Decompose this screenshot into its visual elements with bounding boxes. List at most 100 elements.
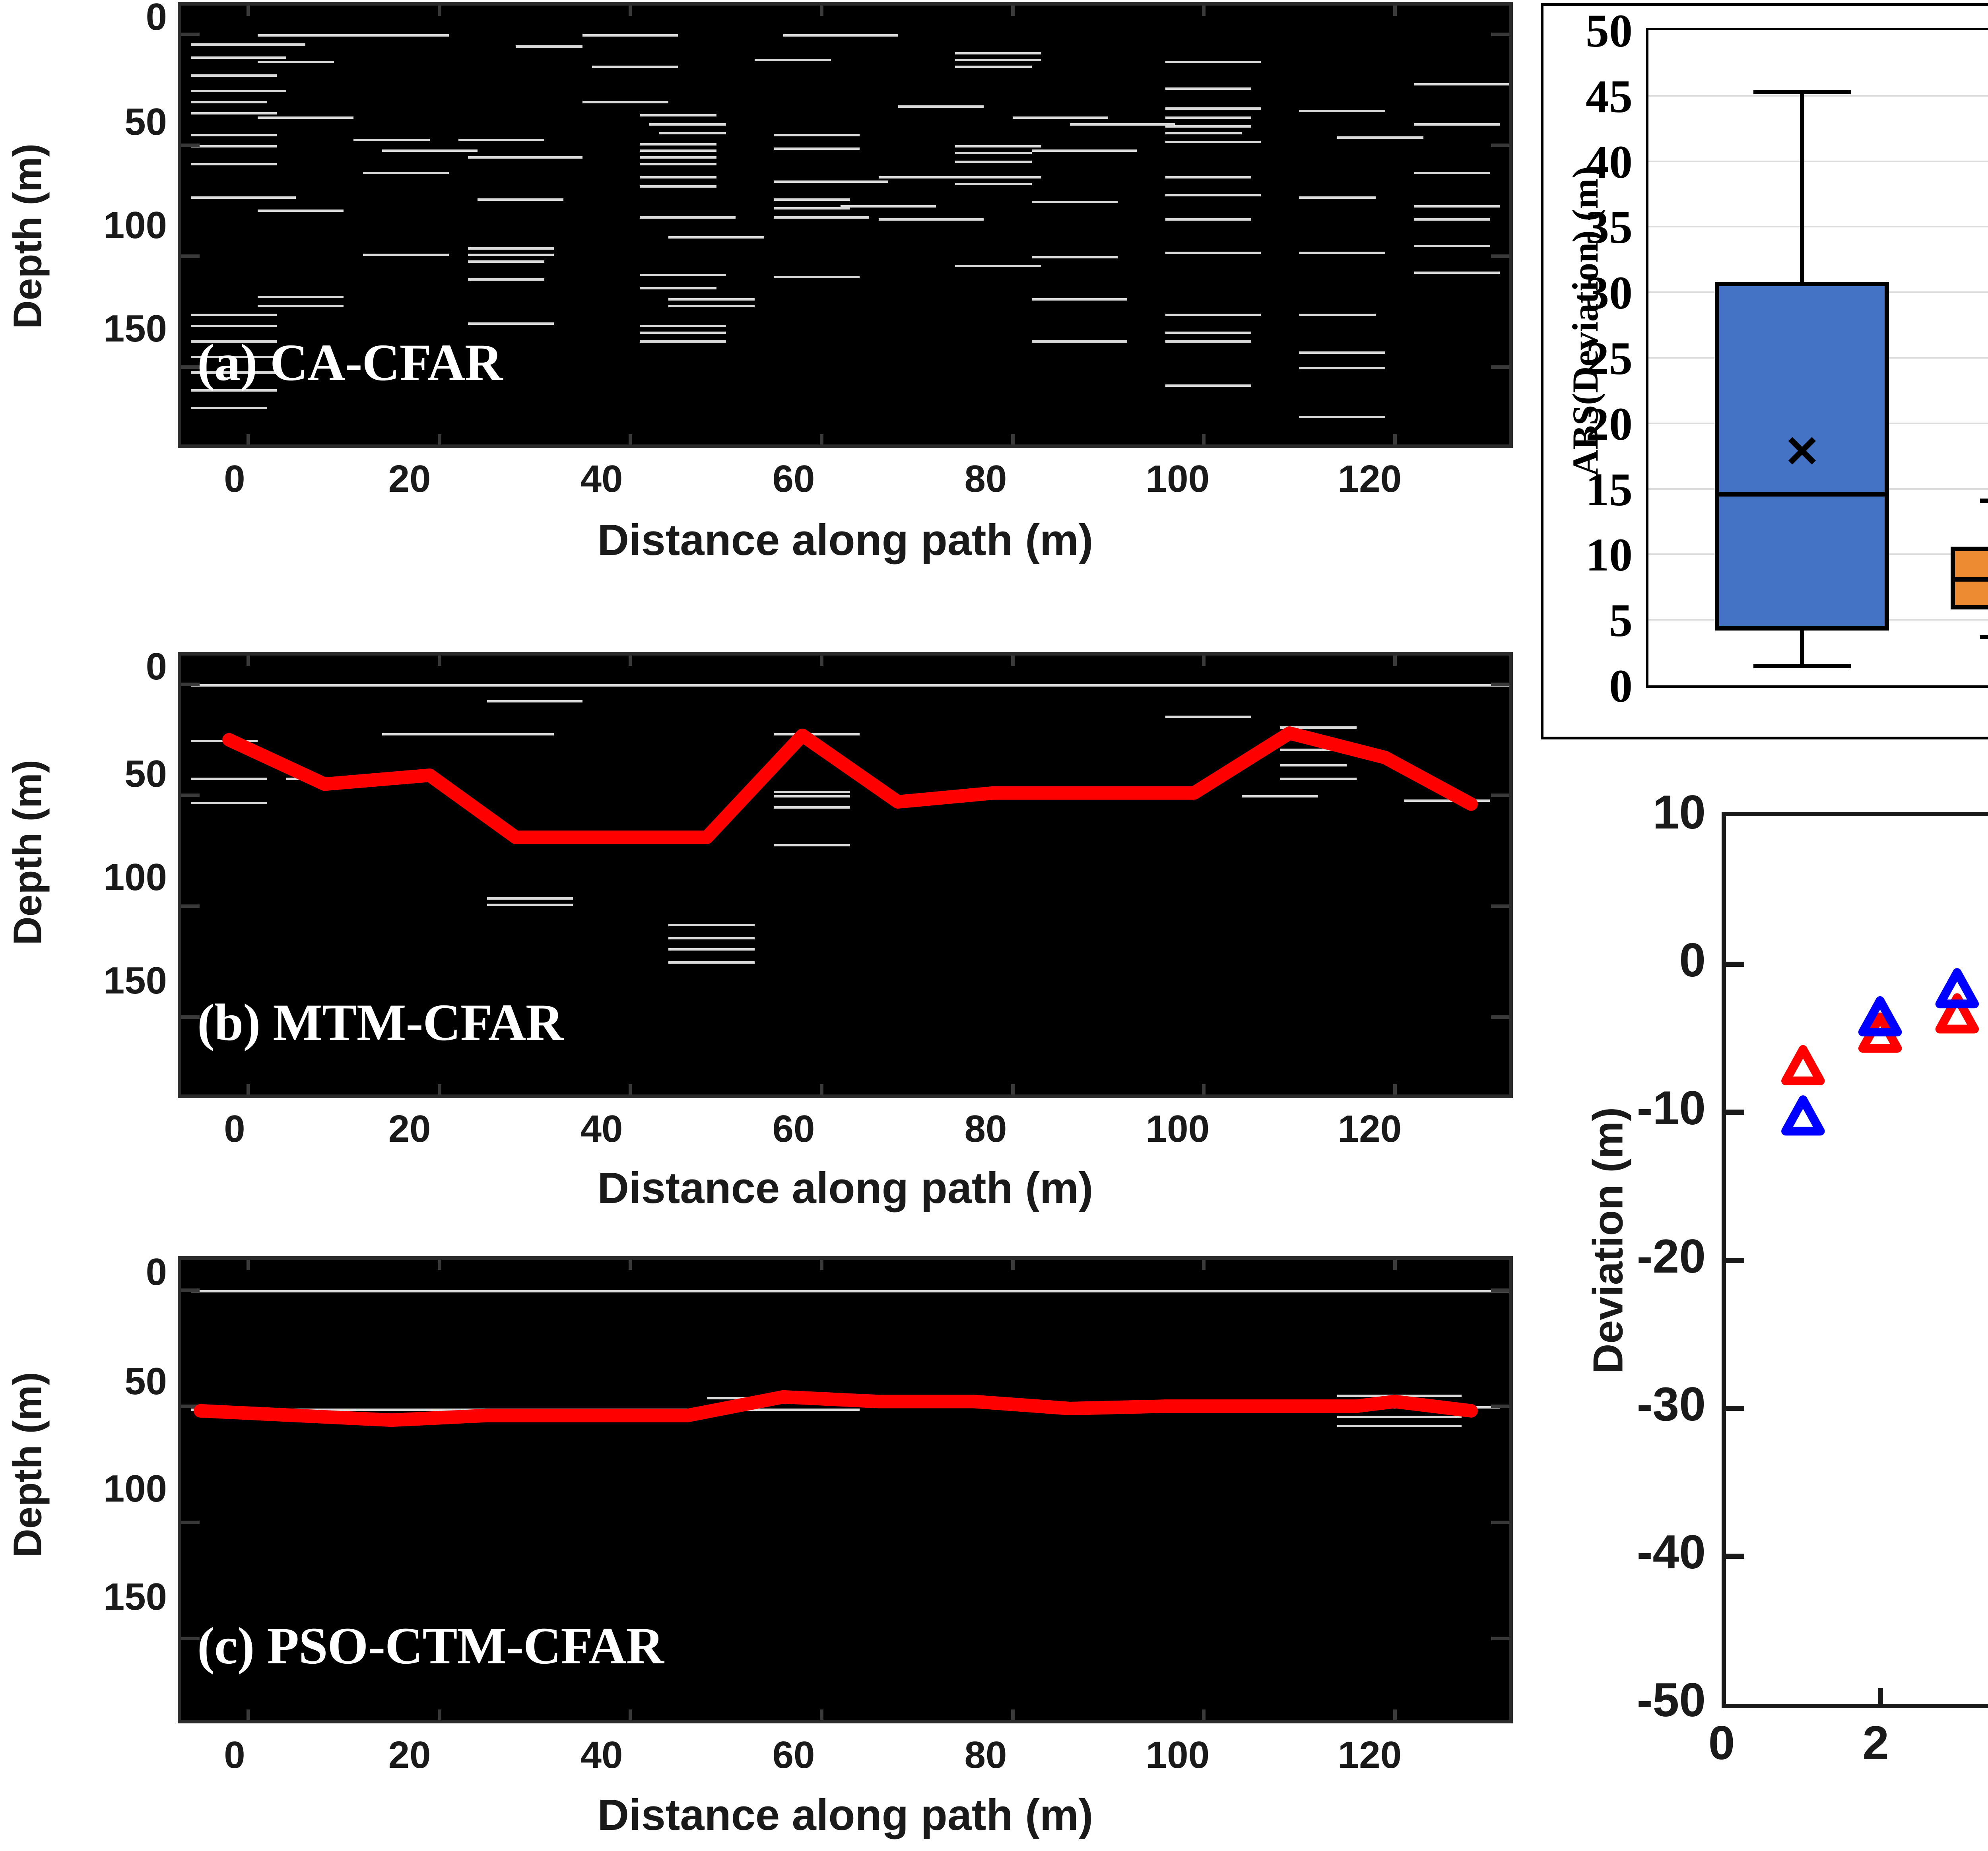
boxplot-cap-max xyxy=(1980,499,1988,503)
y-tickmark xyxy=(1491,33,1509,37)
reflector-segment xyxy=(468,156,583,159)
x-tickmark xyxy=(437,1709,441,1720)
reflector-segment xyxy=(487,897,573,900)
reflector-segment xyxy=(1413,218,1490,221)
y-tickmark xyxy=(181,904,200,908)
panel-e-xtick-4: 4 xyxy=(1970,1715,1988,1770)
panel-c: Depth (m) 0 50 100 150 (c) PSO-CTM-CFAR … xyxy=(0,1228,1531,1849)
panel-d-ytick-20: 20 xyxy=(1586,398,1633,450)
reflector-segment xyxy=(1165,194,1261,196)
panel-c-radargram: (c) PSO-CTM-CFAR xyxy=(178,1256,1513,1723)
panel-a: Depth (m) 0 50 100 150 (a) CA-CFAR 0 20 … xyxy=(0,0,1531,596)
panel-b: Depth (m) 0 50 100 150 (b) MTM-CFAR 0 20… xyxy=(0,624,1531,1220)
reflector-segment xyxy=(773,134,860,137)
reflector-segment xyxy=(754,58,831,61)
reflector-segment xyxy=(773,198,850,201)
x-tickmark xyxy=(1011,6,1015,16)
reflector-segment xyxy=(191,355,277,358)
boxplot-cap-min xyxy=(1753,664,1851,668)
reflector-segment xyxy=(1299,367,1385,369)
panel-b-xtick-120: 120 xyxy=(1338,1108,1402,1150)
panel-e-xtick-0: 0 xyxy=(1708,1716,1735,1770)
panel-c-ytick-50: 50 xyxy=(124,1360,167,1403)
reflector-segment xyxy=(773,795,850,798)
reflector-segment xyxy=(1280,777,1357,780)
panel-c-tag: (c) PSO-CTM-CFAR xyxy=(197,1616,664,1675)
reflector-segment xyxy=(640,143,716,146)
reflector-segment xyxy=(1413,245,1490,248)
reflector-segment xyxy=(1165,132,1242,134)
reflector-segment xyxy=(382,149,478,152)
y-tickmark xyxy=(181,33,200,37)
panel-a-xtick-0: 0 xyxy=(224,458,245,500)
reflector-segment xyxy=(191,89,287,92)
panel-b-ytick-100: 100 xyxy=(103,856,167,898)
reflector-segment xyxy=(191,802,268,804)
panel-a-ytick-0: 0 xyxy=(146,0,167,38)
panel-c-picked-line xyxy=(194,1390,1478,1427)
reflector-segment xyxy=(668,948,755,951)
reflector-segment xyxy=(955,265,1041,268)
panel-e-y-tickmark xyxy=(1726,1110,1744,1115)
reflector-segment xyxy=(640,324,726,327)
y-tickmark xyxy=(181,1405,200,1409)
y-tickmark xyxy=(1491,1015,1509,1019)
panel-a-xtick-80: 80 xyxy=(964,458,1007,500)
scatter-point xyxy=(1935,968,1979,1009)
x-tickmark xyxy=(437,1084,441,1094)
reflector-segment xyxy=(1337,1424,1462,1427)
reflector-segment xyxy=(468,322,554,325)
x-tickmark xyxy=(629,1084,633,1094)
reflector-segment xyxy=(487,700,583,702)
panel-d-ytick-25: 25 xyxy=(1586,332,1633,384)
panel-c-xtick-0: 0 xyxy=(224,1734,245,1776)
reflector-segment xyxy=(191,371,277,374)
reflector-segment xyxy=(955,52,1041,55)
y-tickmark xyxy=(1491,1288,1509,1292)
reflector-segment xyxy=(477,198,564,201)
panel-e-ytick--20: -20 xyxy=(1637,1229,1706,1283)
panel-d-ytick-5: 5 xyxy=(1609,594,1633,647)
panel-e-points-layer xyxy=(1781,968,1979,1136)
reflector-segment xyxy=(1337,1415,1462,1418)
x-tickmark xyxy=(247,1084,250,1094)
reflector-segment xyxy=(640,149,716,152)
y-tickmark xyxy=(181,794,200,797)
boxplot-median xyxy=(1715,492,1889,497)
panel-b-xtick-20: 20 xyxy=(388,1108,431,1150)
panel-c-xtick-120: 120 xyxy=(1338,1734,1402,1776)
reflector-segment xyxy=(1165,176,1252,179)
x-tickmark xyxy=(819,1709,823,1720)
reflector-segment xyxy=(1031,256,1118,259)
panel-e-ytick--50: -50 xyxy=(1637,1673,1706,1727)
reflector-segment xyxy=(487,904,573,906)
reflector-segment xyxy=(1299,251,1385,254)
panel-b-radargram: (b) MTM-CFAR xyxy=(178,652,1513,1098)
x-tickmark xyxy=(247,1709,250,1720)
reflector-segment xyxy=(1165,384,1252,387)
reflector-segment xyxy=(640,216,736,219)
panel-b-xtick-80: 80 xyxy=(964,1108,1007,1150)
reflector-segment xyxy=(668,298,755,301)
reflector-segment xyxy=(840,205,936,208)
panel-a-ylabel: Depth (m) xyxy=(5,143,50,329)
reflector-segment xyxy=(258,116,353,119)
reflector-segment xyxy=(640,156,716,159)
reflector-segment xyxy=(1031,200,1118,203)
x-tickmark xyxy=(247,6,250,16)
reflector-segment xyxy=(191,145,277,148)
reflector-segment xyxy=(879,176,975,179)
panel-c-xtick-20: 20 xyxy=(388,1734,431,1776)
reflector-segment xyxy=(258,209,344,212)
panel-c-xtick-100: 100 xyxy=(1145,1734,1210,1776)
reflector-segment xyxy=(1280,726,1357,729)
reflector-segment xyxy=(1413,272,1500,274)
reflector-segment xyxy=(1337,136,1423,139)
x-tickmark xyxy=(247,1260,250,1270)
panel-e-plot-area xyxy=(1722,812,1988,1708)
panel-d-ytick-15: 15 xyxy=(1586,463,1633,516)
panel-e-ytick--30: -30 xyxy=(1637,1377,1706,1431)
x-tickmark xyxy=(1011,1084,1015,1094)
reflector-segment xyxy=(1165,141,1261,144)
reflector-segment xyxy=(773,791,850,794)
